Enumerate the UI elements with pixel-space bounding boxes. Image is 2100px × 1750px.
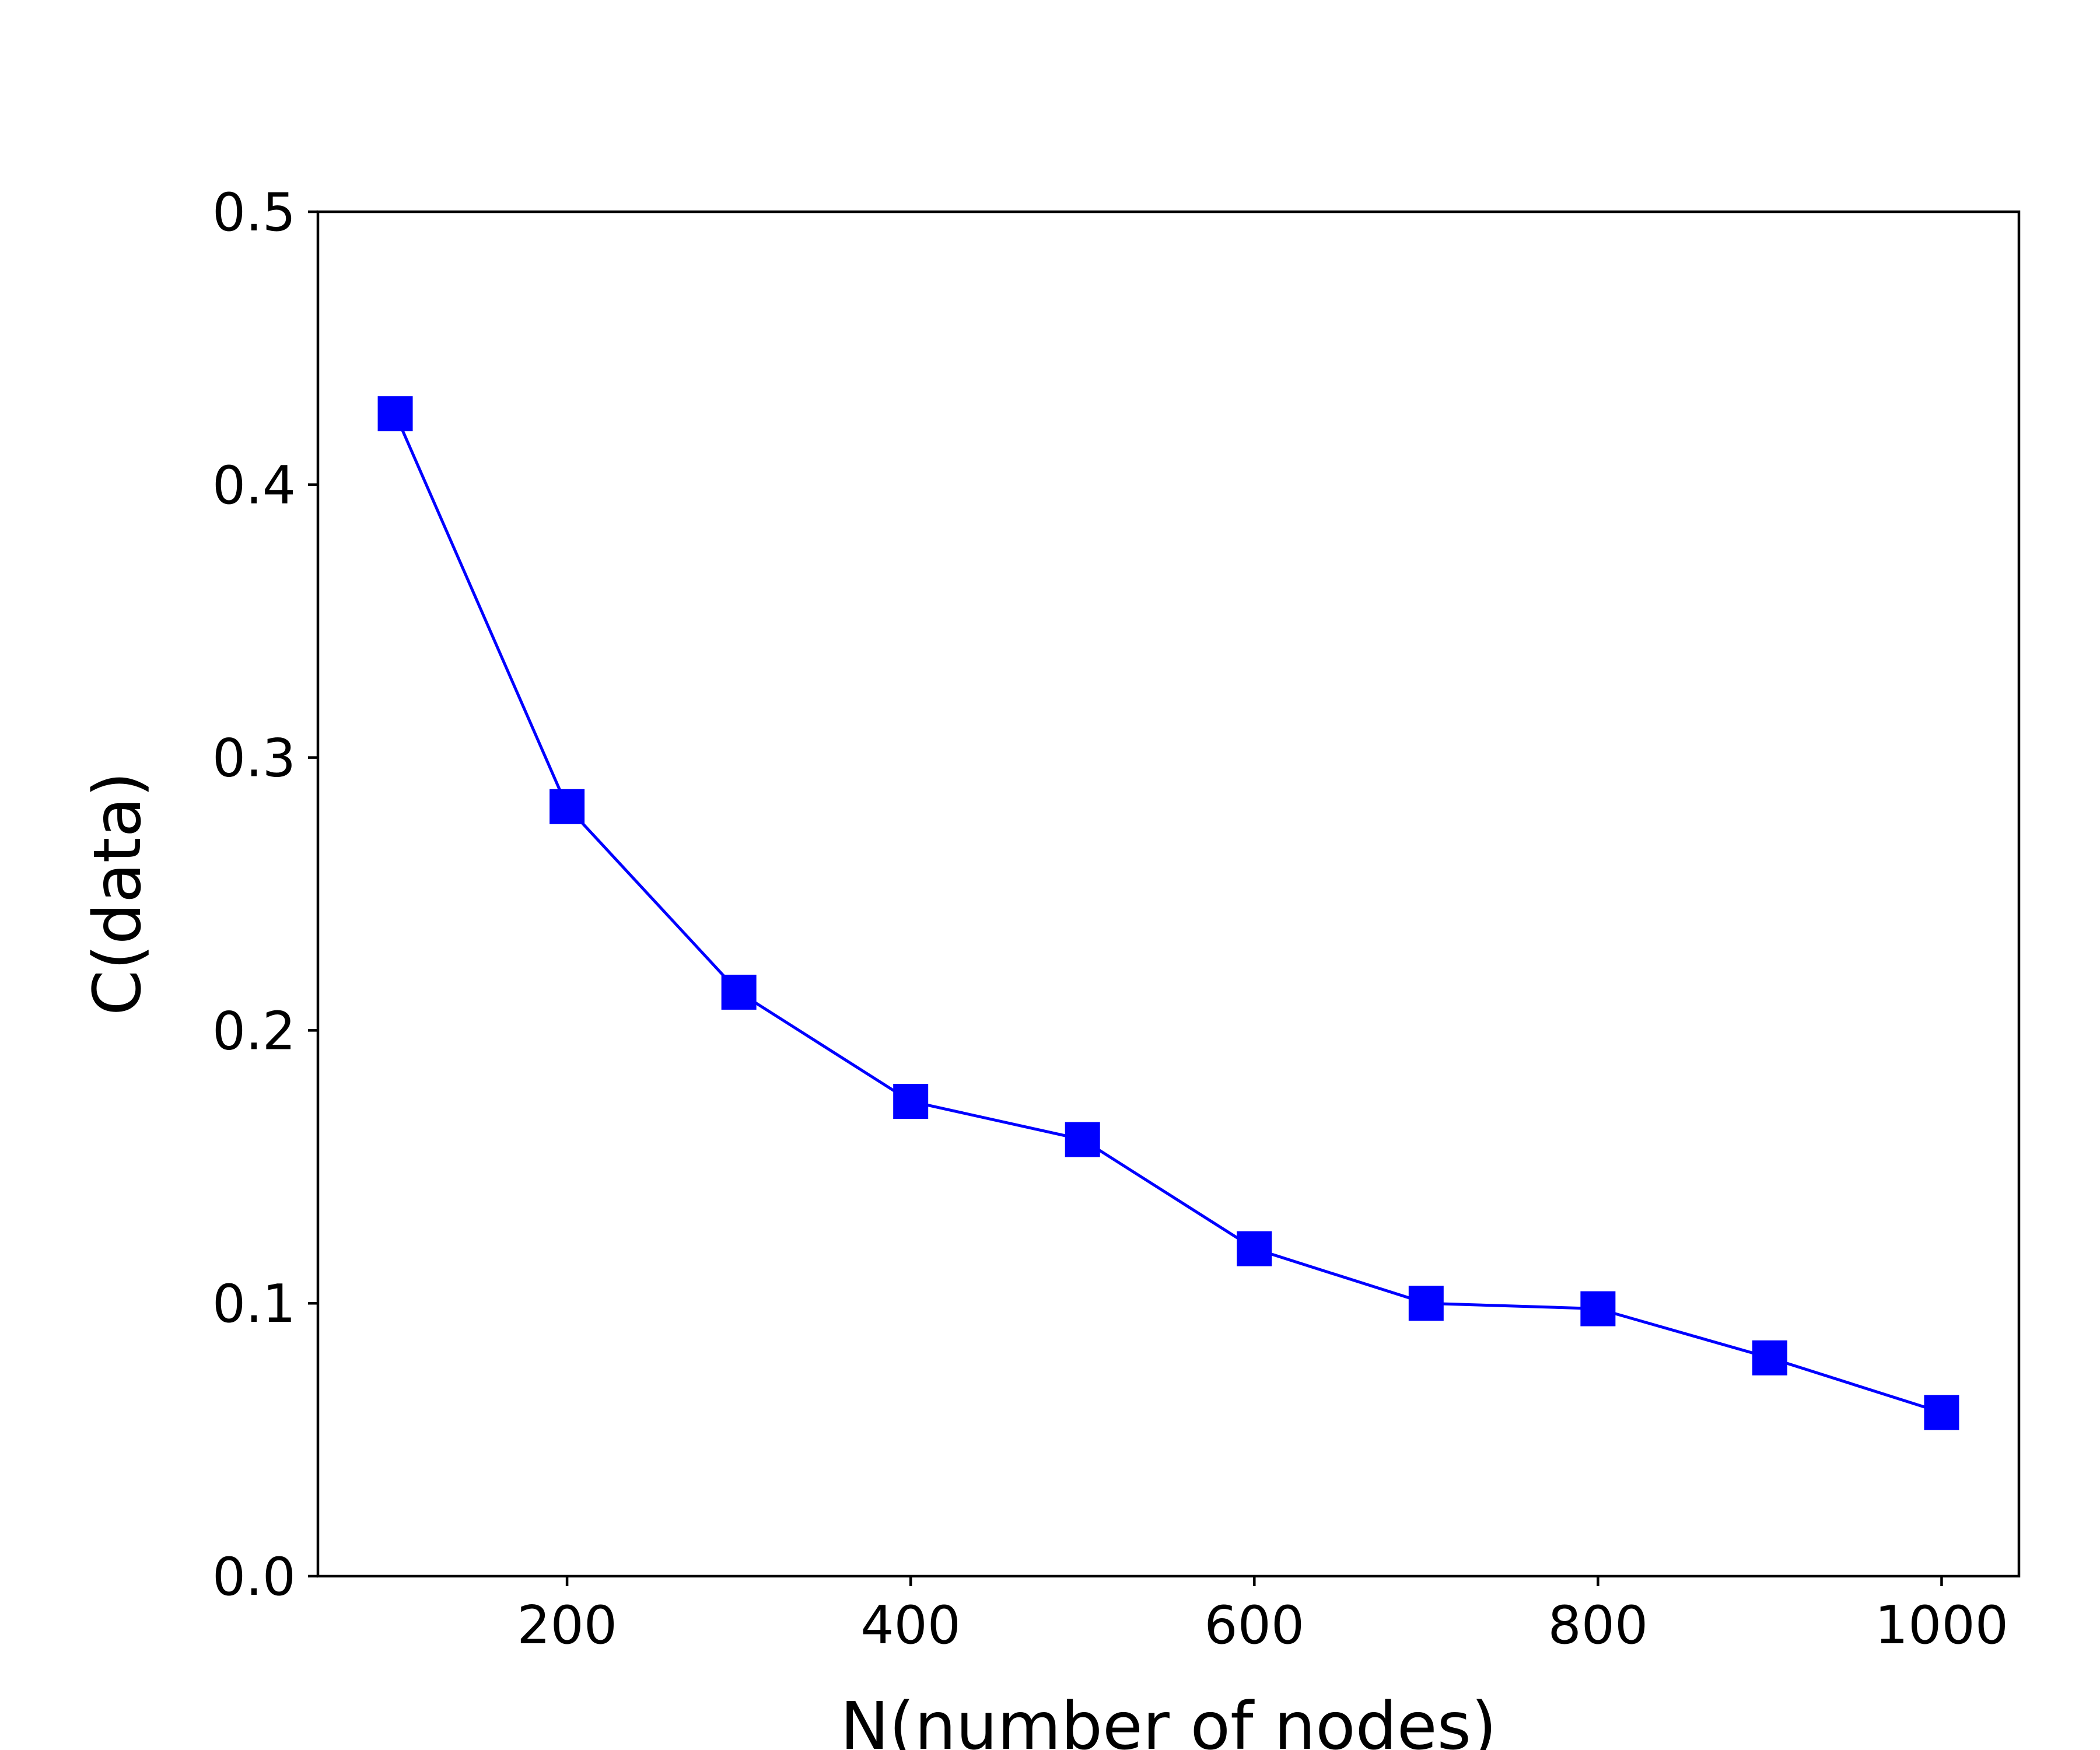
y-tick-label: 0.1 [212, 1273, 296, 1335]
data-point-marker [550, 789, 585, 824]
series-line [394, 413, 1943, 1414]
x-tick-label: 400 [860, 1595, 961, 1656]
data-point-marker [721, 974, 757, 1010]
x-tick-label: 200 [517, 1595, 617, 1656]
x-axis-title: N(number of nodes) [840, 1689, 1496, 1750]
y-tick-label: 0.3 [212, 728, 296, 789]
data-point-marker [1580, 1291, 1616, 1326]
x-tick-label: 800 [1548, 1595, 1648, 1656]
data-point-marker [1065, 1122, 1100, 1157]
x-axis-ticks: 200 400 600 800 1000 [517, 1576, 2008, 1656]
data-point-marker [1237, 1231, 1272, 1266]
y-tick-label: 0.5 [212, 182, 296, 243]
y-tick-label: 0.2 [212, 1000, 296, 1062]
x-tick-label: 600 [1204, 1595, 1304, 1656]
y-axis-title: C(data) [80, 772, 156, 1016]
data-point-marker [893, 1084, 929, 1119]
y-axis-ticks: 0.0 0.1 0.2 0.3 0.4 0.5 [212, 182, 318, 1608]
y-tick-label: 0.4 [212, 455, 296, 516]
series-layer [377, 396, 1959, 1430]
x-tick-label: 1000 [1875, 1595, 2008, 1656]
data-point-marker [1924, 1395, 1959, 1430]
y-tick-label: 0.0 [212, 1546, 296, 1608]
data-point-marker [377, 396, 413, 432]
data-point-marker [1408, 1286, 1444, 1321]
plot-frame [316, 210, 2021, 1578]
data-point-marker [1752, 1340, 1787, 1376]
